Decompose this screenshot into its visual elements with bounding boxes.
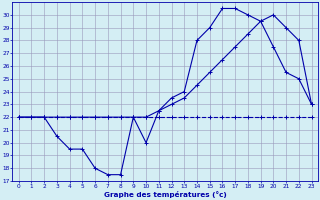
- X-axis label: Graphe des températures (°c): Graphe des températures (°c): [104, 191, 227, 198]
